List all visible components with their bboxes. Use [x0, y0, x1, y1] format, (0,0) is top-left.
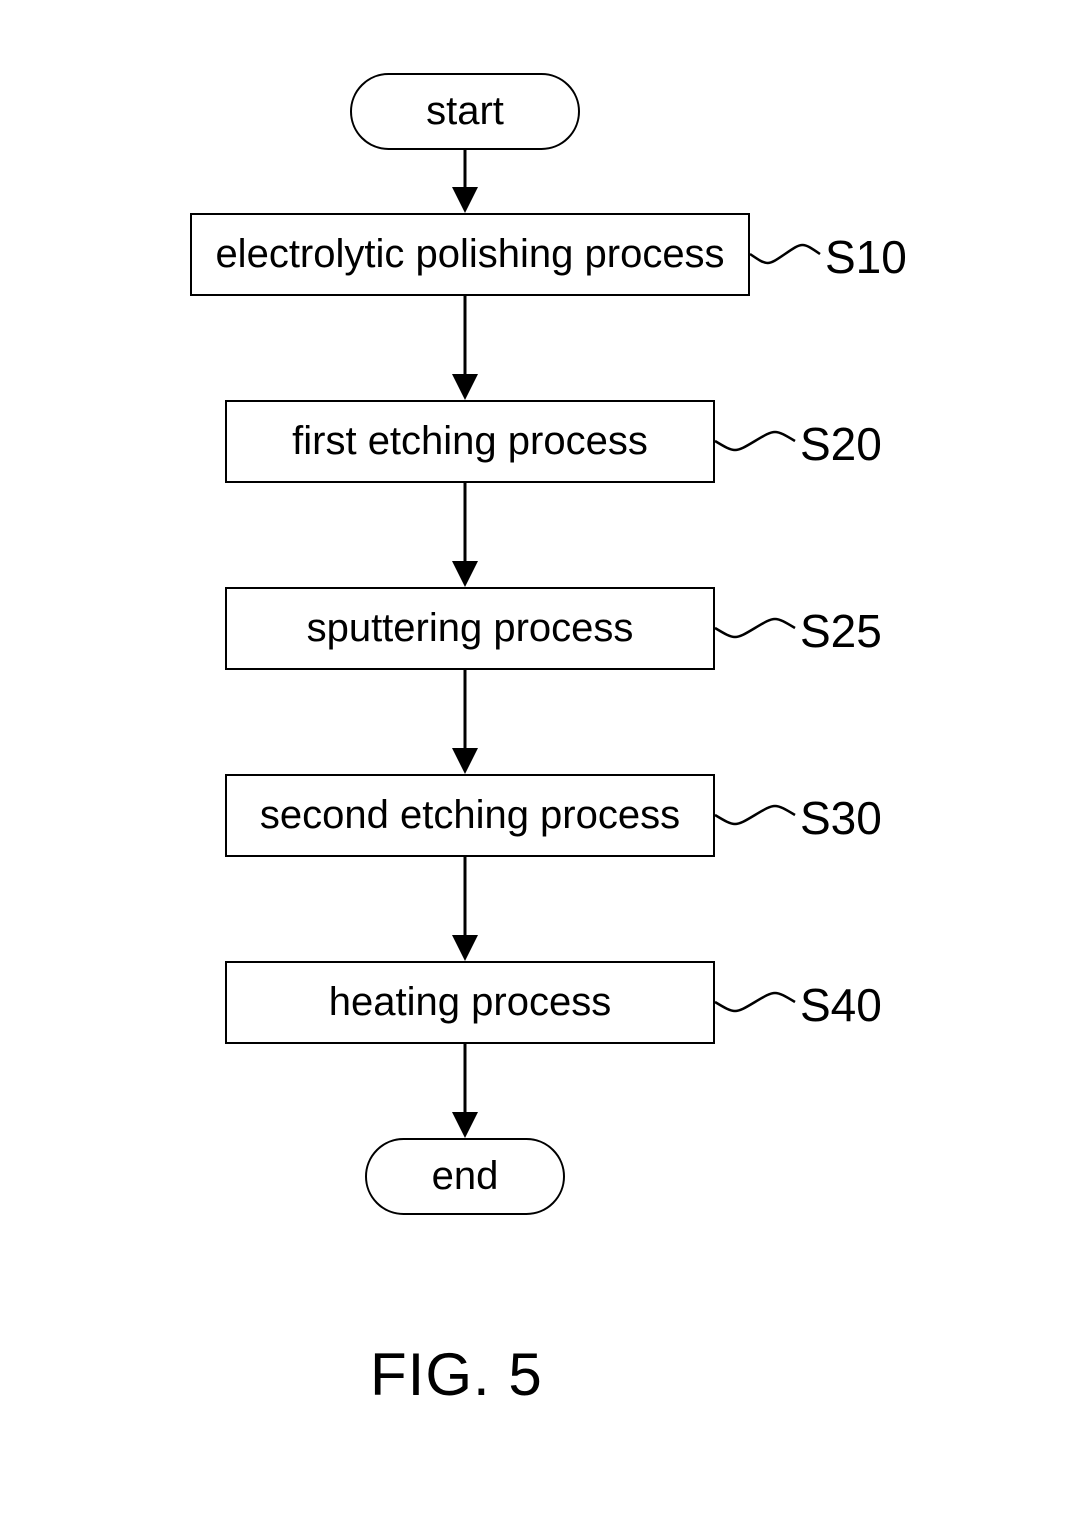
process-label-s25: sputtering process [307, 606, 634, 651]
flow-arrow-3 [439, 670, 491, 774]
process-box-s30: second etching process [225, 774, 715, 857]
process-label-s10: electrolytic polishing process [215, 232, 724, 277]
step-id-s10: S10 [825, 230, 907, 284]
process-label-s20: first etching process [292, 419, 648, 464]
flow-arrow-0 [439, 150, 491, 213]
flow-arrow-1 [439, 296, 491, 400]
flow-arrow-2 [439, 483, 491, 587]
figure-caption: FIG. 5 [370, 1340, 543, 1409]
flow-arrow-4 [439, 857, 491, 961]
step-id-s40: S40 [800, 978, 882, 1032]
process-label-s30: second etching process [260, 793, 680, 838]
step-id-s30: S30 [800, 791, 882, 845]
flow-arrow-5 [439, 1044, 491, 1138]
process-box-s20: first etching process [225, 400, 715, 483]
side-connector-4 [715, 986, 795, 1018]
process-label-s40: heating process [329, 980, 611, 1025]
terminator-start: start [350, 73, 580, 150]
process-box-s10: electrolytic polishing process [190, 213, 750, 296]
side-connector-0 [750, 238, 820, 270]
flowchart-canvas: start electrolytic polishing process S10… [0, 0, 1085, 1537]
terminator-start-label: start [426, 89, 504, 134]
side-connector-1 [715, 425, 795, 457]
step-id-s25: S25 [800, 604, 882, 658]
side-connector-2 [715, 612, 795, 644]
terminator-end-label: end [432, 1154, 499, 1199]
step-id-s20: S20 [800, 417, 882, 471]
process-box-s40: heating process [225, 961, 715, 1044]
process-box-s25: sputtering process [225, 587, 715, 670]
terminator-end: end [365, 1138, 565, 1215]
side-connector-3 [715, 799, 795, 831]
